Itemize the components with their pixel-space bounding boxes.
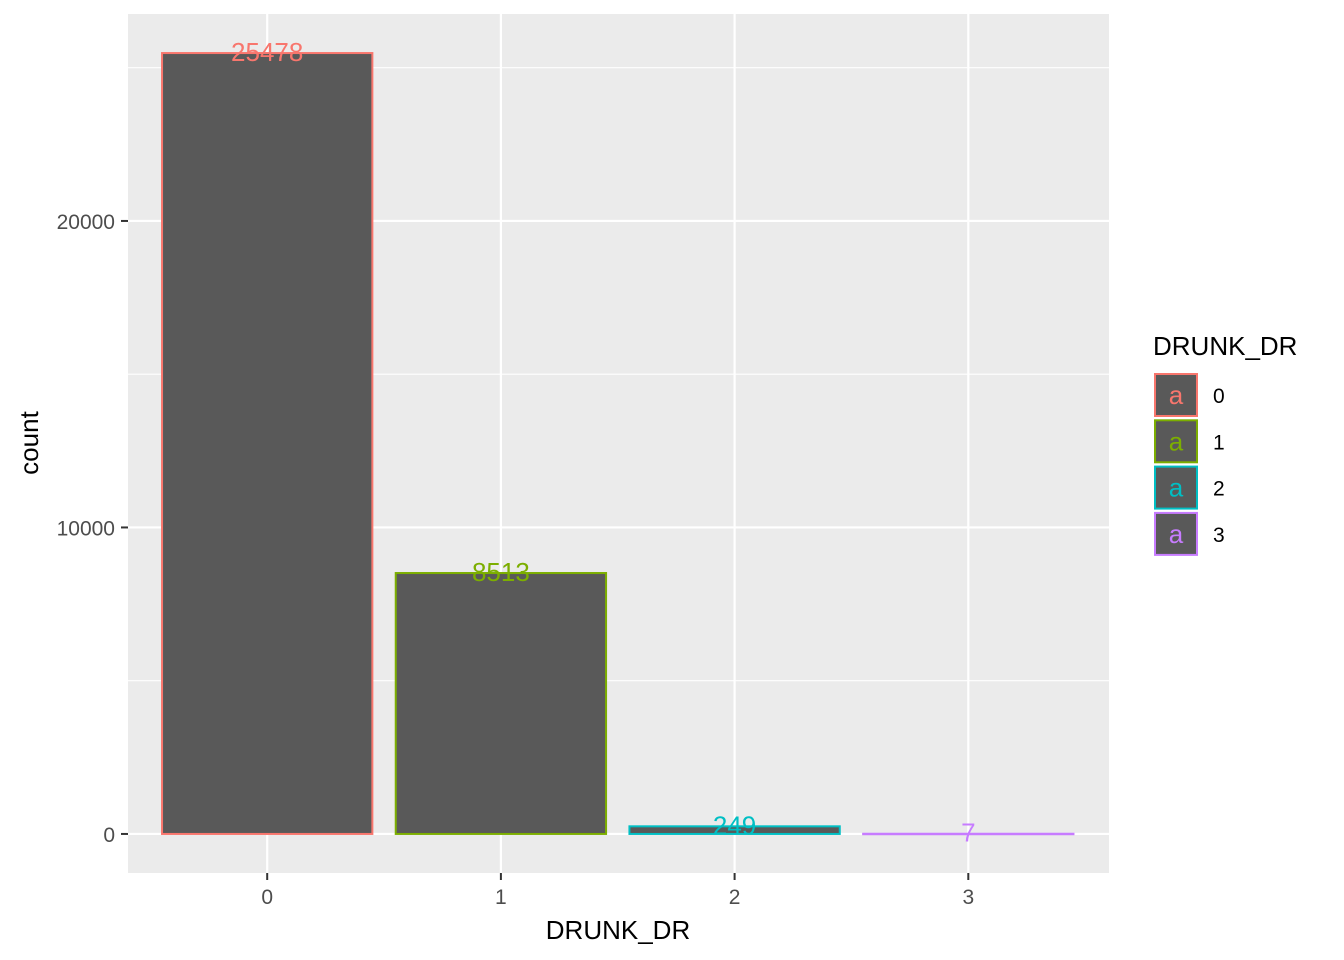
- legend-key-glyph: a: [1169, 519, 1184, 549]
- data-label-3: 7: [961, 818, 975, 848]
- data-label-2: 249: [713, 810, 756, 840]
- x-tick-label: 1: [495, 886, 507, 909]
- bar-0: [161, 52, 374, 835]
- legend-title: DRUNK_DR: [1153, 331, 1297, 361]
- legend-key-3: [1154, 511, 1198, 556]
- legend-key-glyph: a: [1169, 426, 1184, 456]
- legend-key-glyph: a: [1169, 473, 1184, 503]
- bar-labels: 25478 8513 249 7: [231, 37, 975, 848]
- y-axis-title: count: [14, 410, 44, 474]
- x-tick-label: 0: [261, 886, 273, 909]
- legend-label-0: 0: [1213, 385, 1225, 408]
- legend-label-2: 2: [1213, 478, 1225, 501]
- x-axis-title: DRUNK_DR: [546, 915, 690, 945]
- bar-1: [394, 572, 608, 835]
- y-tick-label: 20000: [57, 211, 115, 234]
- legend-label-3: 3: [1213, 524, 1225, 547]
- y-axis: 0 10000 20000: [57, 211, 128, 847]
- legend-key-2: [1154, 465, 1198, 510]
- data-label-1: 8513: [472, 557, 530, 587]
- x-tick-label: 3: [962, 886, 974, 909]
- bar-3: [862, 832, 1075, 836]
- legend-key-0: [1154, 373, 1198, 417]
- legend-key-glyph: a: [1169, 380, 1184, 410]
- bars: [161, 52, 1075, 836]
- y-tick-label: 0: [103, 824, 115, 847]
- legend-key-1: [1154, 419, 1198, 464]
- bar-2: [628, 825, 841, 835]
- legend: DRUNK_DR a 0 a 1 a 2 a 3: [1153, 331, 1297, 556]
- data-label-0: 25478: [231, 37, 303, 67]
- y-tick-label: 10000: [57, 517, 115, 540]
- x-tick-label: 2: [729, 886, 741, 909]
- x-axis: 0 1 2 3: [261, 873, 974, 909]
- legend-label-1: 1: [1213, 431, 1225, 454]
